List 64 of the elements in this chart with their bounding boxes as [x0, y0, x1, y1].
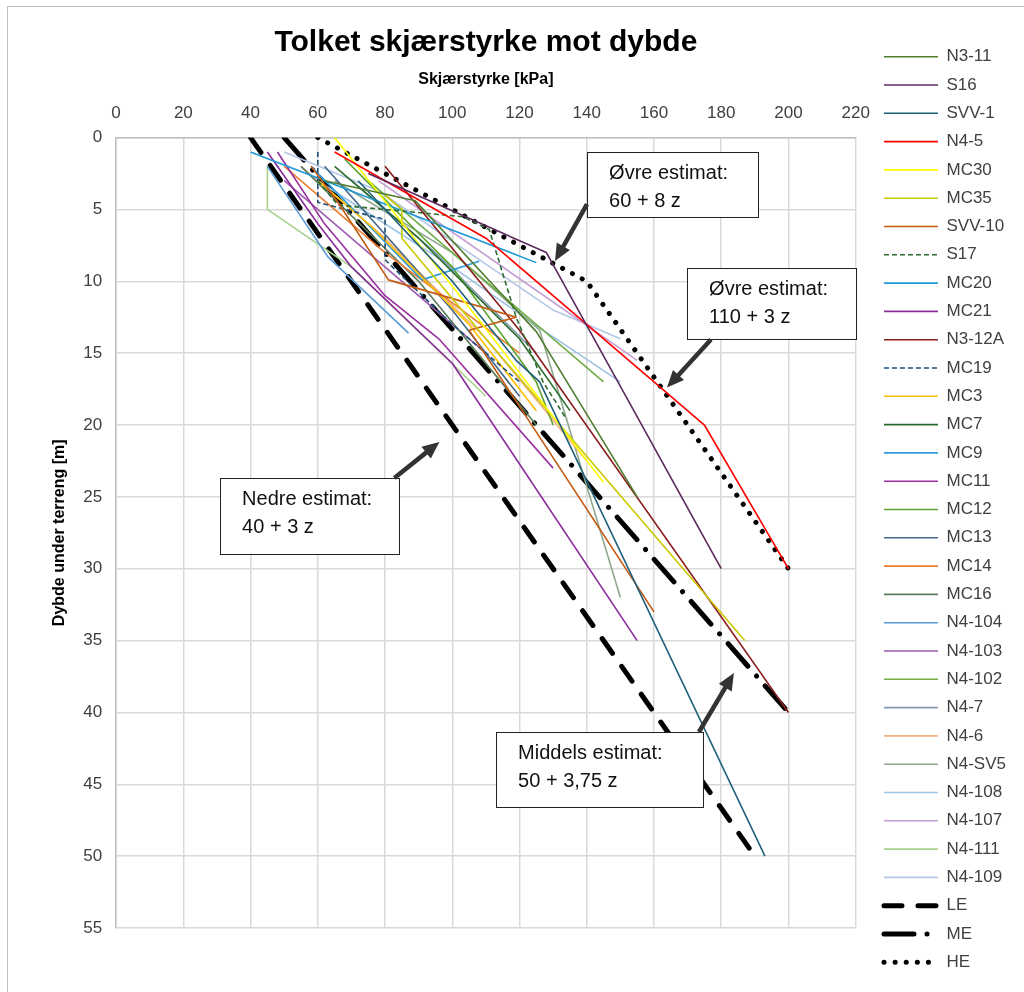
legend-label: N4-104 — [946, 612, 1003, 632]
legend-label: N3-11 — [946, 46, 992, 66]
y-tick-label: 20 — [83, 414, 103, 434]
y-tick-label: 5 — [92, 199, 103, 219]
legend-label: MC12 — [946, 499, 992, 519]
x-tick-label: 120 — [505, 103, 534, 123]
legend-label: N4-6 — [946, 725, 984, 745]
x-tick-label: 40 — [241, 103, 261, 123]
legend-label: MC19 — [946, 357, 992, 377]
legend-label: N4-7 — [946, 697, 984, 717]
legend-label: N4-SV5 — [946, 753, 1007, 773]
legend-label: S16 — [946, 74, 977, 94]
x-tick-label: 0 — [111, 103, 121, 123]
x-tick-label: 100 — [438, 103, 467, 123]
legend-label: MC30 — [946, 159, 992, 179]
legend-label: N4-108 — [946, 782, 1003, 802]
legend-label: SVV-10 — [946, 216, 1005, 236]
legend-label: MC35 — [946, 187, 992, 207]
legend-label: MC9 — [946, 442, 983, 462]
legend-label: LE — [946, 895, 968, 915]
chart-title: Tolket skjærstyrke mot dybde — [274, 24, 698, 58]
legend-label: N4-103 — [946, 640, 1003, 660]
legend-label: ME — [946, 923, 972, 943]
x-tick-label: 200 — [774, 103, 803, 123]
legend-label: N4-102 — [946, 668, 1003, 688]
y-tick-label: 50 — [83, 845, 103, 865]
annotation: Øvre estimat: 60 + 8 z — [609, 159, 729, 213]
y-tick-label: 40 — [83, 702, 103, 722]
x-axis-title: Skjærstyrke [kPa] — [418, 70, 554, 88]
legend-label: MC14 — [946, 555, 992, 575]
y-tick-label: 30 — [83, 558, 103, 578]
legend-label: S17 — [946, 244, 977, 264]
y-axis-title: Dybde under terreng [m] — [50, 439, 68, 627]
y-tick-label: 25 — [83, 486, 103, 506]
x-tick-label: 60 — [308, 103, 328, 123]
y-tick-label: 45 — [83, 773, 103, 793]
legend-label: HE — [946, 951, 971, 971]
legend-label: SVV-1 — [946, 102, 995, 122]
legend-label: MC3 — [946, 385, 983, 405]
y-tick-label: 10 — [83, 271, 103, 290]
y-tick-label: 35 — [83, 630, 103, 650]
annotation: Øvre estimat: 110 + 3 z — [709, 275, 829, 329]
legend-label: MC7 — [946, 414, 983, 434]
legend-label: MC21 — [946, 301, 992, 321]
legend-label: N4-5 — [946, 131, 984, 151]
legend-label: MC16 — [946, 584, 992, 604]
legend-label: N4-107 — [946, 810, 1003, 830]
legend-label: MC20 — [946, 272, 992, 292]
y-tick-label: 0 — [92, 127, 103, 147]
y-tick-label: 15 — [83, 342, 103, 362]
annotation: Middels estimat: 50 + 3,75 z — [518, 739, 664, 793]
annotation: Nedre estimat: 40 + 3 z — [242, 485, 374, 539]
x-tick-label: 140 — [572, 103, 601, 123]
legend-label: N4-109 — [946, 867, 1003, 887]
legend-label: N4-111 — [946, 838, 1000, 858]
x-tick-label: 180 — [707, 103, 736, 123]
x-tick-label: 220 — [841, 103, 870, 123]
legend-label: MC13 — [946, 527, 992, 547]
x-tick-label: 160 — [639, 103, 669, 123]
x-tick-label: 20 — [173, 103, 193, 123]
legend-label: N3-12A — [946, 329, 1005, 349]
x-tick-label: 80 — [375, 103, 395, 123]
y-tick-label: 55 — [83, 917, 103, 937]
legend-label: MC11 — [946, 470, 991, 490]
